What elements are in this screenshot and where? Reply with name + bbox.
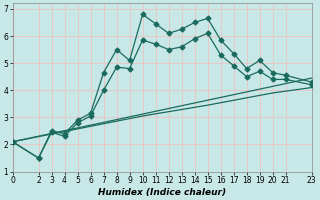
- X-axis label: Humidex (Indice chaleur): Humidex (Indice chaleur): [98, 188, 226, 197]
